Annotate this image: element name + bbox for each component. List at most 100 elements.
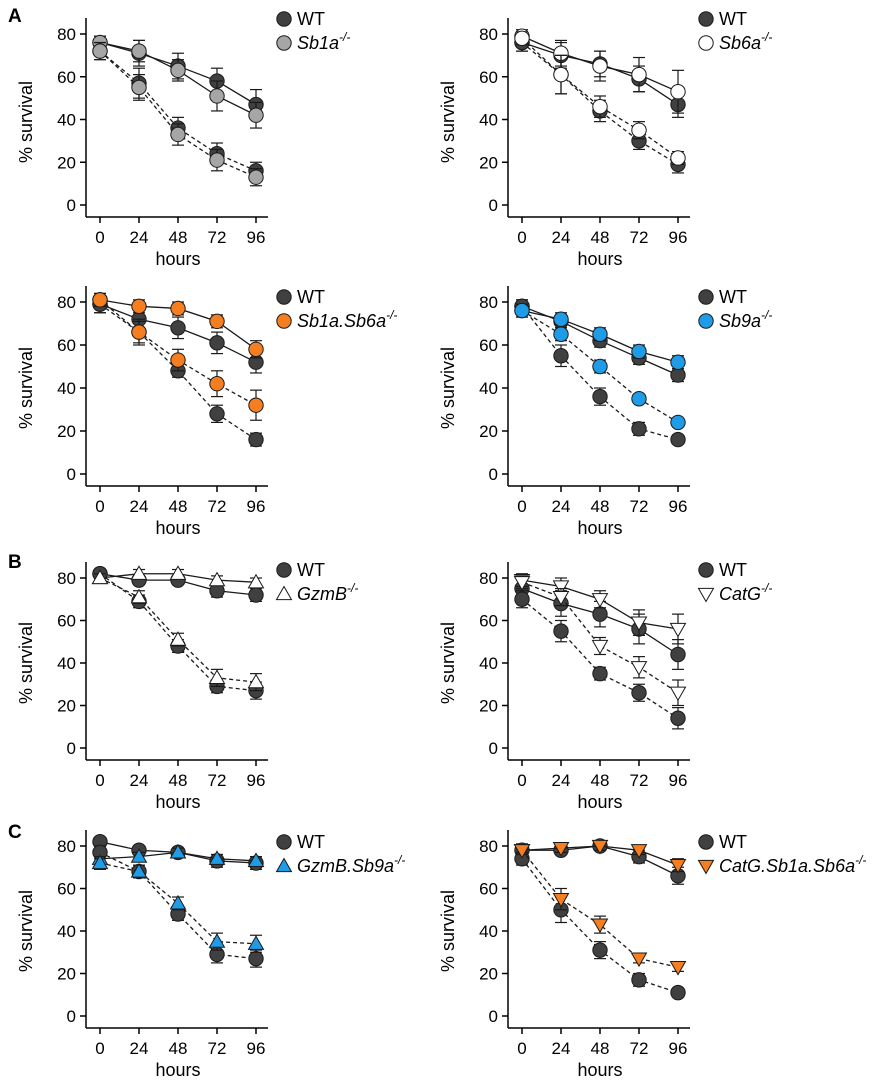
y-tick-label: 40 (479, 654, 498, 673)
series-dashed-3 (514, 302, 686, 431)
data-point (669, 961, 687, 976)
data-point (248, 169, 264, 185)
series-line (521, 42, 679, 165)
chart-a3: 0 20 40 60 80 0 24 48 72 96 hours % survival WTSb1a.… (16, 286, 397, 538)
y-tick-label: 20 (479, 965, 498, 984)
legend-label: WT (719, 832, 747, 852)
x-axis-label: hours (155, 249, 200, 269)
data-point (670, 984, 686, 1001)
y-tick-label: 80 (479, 25, 498, 44)
data-point (592, 98, 608, 115)
x-tick-label: 72 (630, 1039, 649, 1058)
data-point (169, 565, 187, 580)
data-point (670, 710, 686, 726)
data-point (630, 844, 648, 859)
chart-c2: 0 20 40 60 80 0 24 48 72 96 hours % survival WTCatG.… (438, 830, 866, 1080)
data-point (170, 126, 186, 143)
y-tick-label: 20 (57, 153, 76, 172)
data-point (248, 397, 264, 413)
x-tick-label: 48 (169, 228, 188, 247)
y-tick-label: 40 (479, 922, 498, 941)
x-tick-label: 0 (517, 771, 526, 790)
x-tick-label: 24 (552, 1039, 571, 1058)
legend-marker (276, 289, 292, 305)
x-tick-label: 72 (208, 497, 227, 516)
data-point (209, 88, 225, 104)
y-axis-label: % survival (438, 890, 458, 972)
legend-marker (698, 289, 714, 305)
data-point (592, 358, 608, 375)
panel-label: B (8, 552, 22, 573)
chart-b2: 0 20 40 60 80 0 24 48 72 96 hours % survival WTCatG-… (438, 560, 772, 812)
data-point (669, 622, 687, 638)
data-point (208, 850, 226, 865)
chart-b1: B 0 20 40 60 80 0 24 48 72 96 hours % survival WTGzmB… (8, 552, 358, 812)
series-line (521, 37, 679, 159)
series-line (99, 862, 257, 945)
x-tick-label: 96 (247, 771, 266, 790)
data-point (592, 58, 608, 74)
series-line (99, 303, 257, 441)
data-point (248, 950, 264, 967)
x-tick-label: 24 (552, 771, 571, 790)
x-axis-label: hours (155, 792, 200, 812)
data-point (669, 686, 687, 702)
series-dashed-3 (513, 844, 687, 976)
x-tick-label: 24 (552, 228, 571, 247)
data-point (553, 326, 569, 342)
legend-label: Sb1a.Sb6a-/- (297, 308, 397, 331)
data-point (209, 335, 225, 351)
data-point (209, 376, 225, 392)
series-dashed-2 (92, 844, 264, 968)
series-dashed-3 (513, 575, 687, 707)
legend-marker (698, 35, 714, 51)
data-point (591, 593, 609, 608)
legend-marker (698, 562, 714, 578)
data-point (247, 935, 265, 950)
data-point (514, 302, 530, 319)
x-tick-label: 72 (630, 228, 649, 247)
data-point (591, 918, 609, 934)
data-point (670, 84, 686, 100)
y-tick-label: 60 (479, 880, 498, 899)
legend-label: WT (297, 9, 325, 29)
y-tick-label: 40 (479, 379, 498, 398)
series-dashed-3 (91, 569, 265, 692)
x-tick-label: 72 (208, 228, 227, 247)
series-line (521, 310, 679, 423)
x-tick-label: 96 (669, 771, 688, 790)
data-point (248, 431, 264, 448)
data-point (170, 352, 186, 368)
data-point (592, 942, 608, 958)
x-tick-label: 48 (591, 1039, 610, 1058)
chart-a4: 0 20 40 60 80 0 24 48 72 96 hours % survival WTSb9a-… (438, 286, 772, 538)
panel-label: C (8, 822, 22, 843)
legend-marker (697, 859, 715, 875)
legend-marker (698, 11, 714, 27)
data-point (208, 933, 226, 948)
y-tick-label: 40 (57, 379, 76, 398)
x-tick-label: 72 (630, 497, 649, 516)
legend-label: WT (719, 287, 747, 307)
chart-a1: A 0 20 40 60 80 0 24 48 72 96 hours % survival WTSb1a… (8, 6, 350, 269)
y-axis-label: % survival (16, 347, 36, 429)
legend-label: CatG.Sb1a.Sb6a-/- (719, 853, 866, 876)
legend-label: WT (297, 832, 325, 852)
data-point (170, 62, 186, 79)
x-axis-label: hours (155, 518, 200, 538)
data-point (631, 122, 647, 138)
y-tick-label: 40 (57, 654, 76, 673)
legend-label: WT (719, 560, 747, 580)
y-tick-label: 20 (479, 153, 498, 172)
data-point (630, 616, 648, 632)
data-point (553, 348, 569, 364)
data-point (247, 673, 265, 689)
legend-marker (276, 313, 292, 329)
y-tick-label: 20 (57, 965, 76, 984)
data-point (514, 30, 530, 46)
